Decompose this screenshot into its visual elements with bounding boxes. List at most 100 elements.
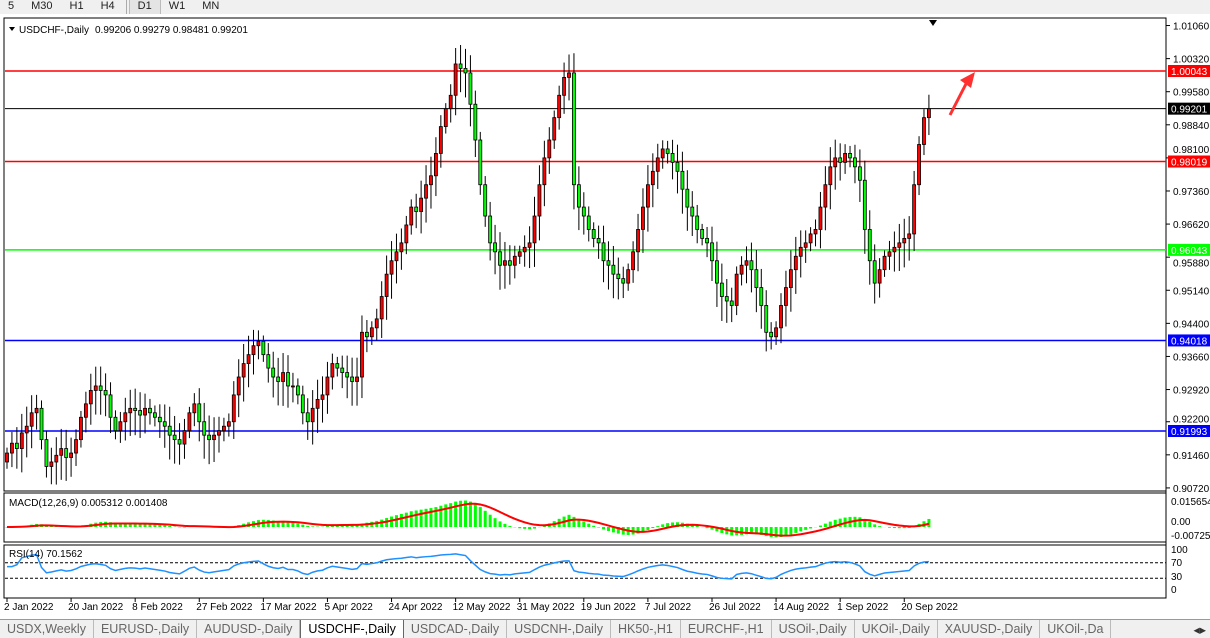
candle xyxy=(739,264,744,275)
chart-tab[interactable]: UKOil-,Daily xyxy=(855,620,938,638)
candle xyxy=(769,331,774,338)
candle xyxy=(650,170,655,186)
macd-histogram-bar xyxy=(794,527,798,533)
candle xyxy=(79,416,83,441)
date-tick-label: 20 Jan 2022 xyxy=(68,602,123,613)
chart-tabs: USDX,Weekly EURUSD-,Daily AUDUSD-,Daily USD… xyxy=(0,619,1210,638)
candle xyxy=(246,354,251,365)
price-chart[interactable]: USDCHF-,Daily 0.99206 0.99279 0.98481 0.9… xyxy=(0,14,1210,619)
macd-histogram-bar xyxy=(927,518,931,527)
candle xyxy=(749,260,754,271)
timeframe-w1[interactable]: W1 xyxy=(168,0,186,12)
candle xyxy=(581,206,586,217)
chart-tab[interactable]: USDCHF-,Daily xyxy=(300,620,404,638)
macd-histogram-bar xyxy=(468,501,472,527)
candle xyxy=(98,385,103,391)
candle xyxy=(251,345,256,356)
tab-scroll-arrows-icon[interactable]: ◂▸ xyxy=(1193,623,1206,637)
macd-histogram-bar xyxy=(143,523,147,527)
candle xyxy=(448,94,453,110)
macd-histogram-bar xyxy=(444,504,448,527)
candle xyxy=(833,157,838,168)
timeframe-5[interactable]: 5 xyxy=(8,0,15,12)
macd-histogram-bar xyxy=(838,518,842,527)
candle xyxy=(404,224,409,244)
candle xyxy=(784,287,788,306)
level-price-label: 0.96043 xyxy=(1171,246,1208,257)
chart-tab[interactable]: HK50-,H1 xyxy=(611,620,681,638)
macd-histogram-bar xyxy=(646,527,650,531)
date-tick-label: 26 Jul 2022 xyxy=(709,602,761,613)
macd-histogram-bar xyxy=(399,513,403,527)
macd-histogram-bar xyxy=(434,507,438,527)
timeframe-d1[interactable]: D1 xyxy=(128,0,161,14)
chart-tab[interactable]: EURCHF-,H1 xyxy=(681,620,772,638)
macd-histogram-bar xyxy=(705,527,709,529)
chart-tab[interactable]: USDCAD-,Daily xyxy=(404,620,508,638)
candle xyxy=(34,407,39,414)
chart-tab[interactable]: UKOil-,Da xyxy=(1040,620,1112,638)
rsi-panel-frame xyxy=(3,544,1167,599)
macd-histogram-bar xyxy=(508,525,512,527)
chart-tab[interactable]: USDX,Weekly xyxy=(0,620,94,638)
chart-tab[interactable]: EURUSD-,Daily xyxy=(94,620,198,638)
candle xyxy=(877,269,882,284)
macd-histogram-bar xyxy=(296,523,300,527)
macd-histogram-bar xyxy=(873,524,877,527)
macd-histogram-bar xyxy=(109,522,113,527)
trend-arrow-head-icon xyxy=(960,72,975,88)
candle xyxy=(241,363,246,378)
date-tick-label: 27 Feb 2022 xyxy=(196,602,253,613)
candle xyxy=(695,215,700,230)
candle xyxy=(922,117,926,145)
candle xyxy=(729,300,734,306)
candle xyxy=(350,376,355,382)
candle xyxy=(611,264,616,275)
timeframe-mn[interactable]: MN xyxy=(202,0,220,12)
price-tick-label: 0.92920 xyxy=(1173,386,1210,397)
chart-tab[interactable]: AUDUSD-,Daily xyxy=(197,620,301,638)
candle xyxy=(912,184,917,235)
price-tick-label: 0.93660 xyxy=(1173,352,1210,363)
candle xyxy=(665,148,670,154)
candle xyxy=(458,63,463,69)
candle xyxy=(24,425,29,434)
chart-tab[interactable]: USOil-,Daily xyxy=(772,620,855,638)
candle xyxy=(345,372,350,378)
main-chart-frame xyxy=(3,17,1167,492)
macd-histogram-bar xyxy=(123,523,127,527)
candle xyxy=(443,108,448,127)
chart-shift-marker-icon xyxy=(929,20,937,26)
macd-histogram-bar xyxy=(636,527,640,534)
candle xyxy=(724,296,729,302)
candle xyxy=(197,403,202,423)
macd-histogram-bar xyxy=(528,527,532,530)
candle xyxy=(557,94,562,119)
timeframe-m30[interactable]: M30 xyxy=(31,0,53,12)
candle xyxy=(69,452,73,458)
candle xyxy=(853,157,857,168)
chart-tab[interactable]: XAUUSD-,Daily xyxy=(938,620,1041,638)
price-tick-label: 0.95140 xyxy=(1173,286,1210,297)
candle xyxy=(172,434,177,441)
timeframe-h4[interactable]: H4 xyxy=(100,0,115,12)
timeframe-h1[interactable]: H1 xyxy=(69,0,84,12)
candle xyxy=(527,242,532,248)
candle xyxy=(226,421,231,427)
candle xyxy=(320,394,325,400)
candle xyxy=(710,242,714,262)
level-price-label: 1.00043 xyxy=(1171,67,1208,78)
candle xyxy=(207,434,212,441)
candle xyxy=(177,439,182,445)
date-tick-label: 8 Feb 2022 xyxy=(132,602,183,613)
price-tick-label: 0.90720 xyxy=(1173,484,1210,495)
macd-histogram-bar xyxy=(449,503,453,527)
macd-histogram-bar xyxy=(823,523,827,527)
chart-tab[interactable]: USDCNH-,Daily xyxy=(507,620,611,638)
candle xyxy=(517,251,522,257)
macd-histogram-bar xyxy=(281,521,285,527)
candle xyxy=(675,161,680,172)
candle xyxy=(857,166,862,181)
candle xyxy=(616,273,621,280)
candle xyxy=(19,432,24,449)
